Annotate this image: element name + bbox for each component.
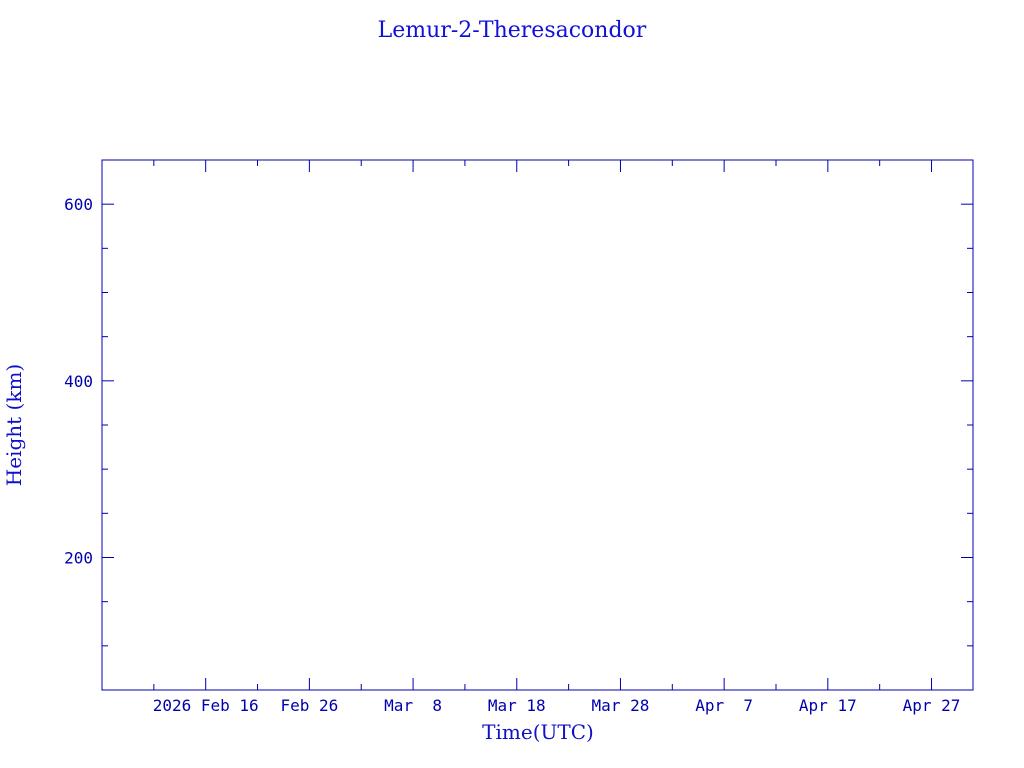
y-tick-label: 600 xyxy=(64,195,93,214)
x-tick-labels: 2026 Feb 16 Feb 26 Mar 8 Mar 18 Mar 28 Apr 7 A… xyxy=(153,696,961,715)
chart-title: Lemur-2-Theresacondor xyxy=(378,18,647,43)
x-tick-label: Apr 17 xyxy=(799,696,857,715)
x-axis-label: Time(UTC) xyxy=(482,720,594,744)
y-tick-label: 200 xyxy=(64,549,93,568)
y-tick-labels: 200 400 600 xyxy=(64,195,93,567)
ticks xyxy=(102,160,973,690)
x-tick-label: Mar 18 xyxy=(488,696,546,715)
x-tick-label: Apr 7 xyxy=(695,696,753,715)
x-tick-label: 2026 Feb 16 xyxy=(153,696,259,715)
plot-frame xyxy=(101,159,974,691)
x-tick-label: Mar 28 xyxy=(592,696,650,715)
x-tick-label: Feb 26 xyxy=(280,696,338,715)
y-tick-label: 400 xyxy=(64,372,93,391)
y-axis-label: Height (km) xyxy=(2,364,26,486)
x-tick-label: Apr 27 xyxy=(903,696,961,715)
x-tick-label: Mar 8 xyxy=(384,696,442,715)
